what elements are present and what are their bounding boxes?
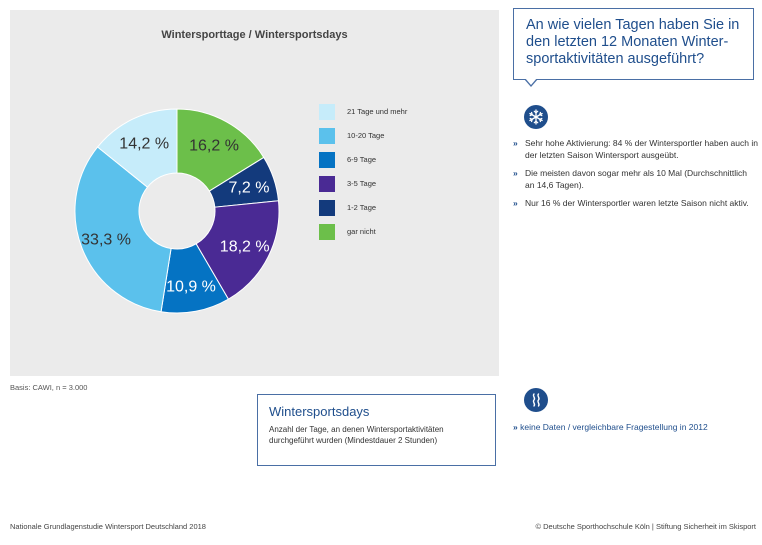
- bullet-text: Sehr hohe Aktivierung: 84 % der Wintersp…: [525, 138, 758, 160]
- legend-item: gar nicht: [319, 224, 479, 242]
- legend-label: 10-20 Tage: [347, 131, 385, 140]
- legend-label: 21 Tage und mehr: [347, 107, 408, 116]
- slice-value-label: 10,9 %: [166, 279, 216, 296]
- legend-swatch: [319, 176, 335, 192]
- footer-copyright: © Deutsche Sporthochschule Köln | Stiftu…: [535, 522, 757, 531]
- legend-swatch: [319, 224, 335, 240]
- bullet-item: » Nur 16 % der Wintersportler waren letz…: [513, 197, 758, 209]
- bullet-item: » Die meisten davon sogar mehr als 10 Ma…: [513, 167, 758, 191]
- legend-label: gar nicht: [347, 227, 376, 236]
- chart-panel: Wintersporttage / Wintersportsdays 16,2 …: [10, 10, 499, 376]
- legend-item: 6-9 Tage: [319, 152, 479, 170]
- slice-value-label: 7,2 %: [229, 180, 270, 197]
- bullet-marker: »: [513, 198, 518, 208]
- legend-item: 10-20 Tage: [319, 128, 479, 146]
- question-box: An wie vielen Tagen haben Sie in den let…: [513, 8, 754, 80]
- waves-icon: [524, 388, 548, 412]
- note-marker: »: [513, 422, 518, 432]
- definition-box: Wintersportsdays Anzahl der Tage, an den…: [257, 394, 496, 466]
- legend-swatch: [319, 152, 335, 168]
- bullet-item: » Sehr hohe Aktivierung: 84 % der Winter…: [513, 137, 758, 161]
- legend-item: 1-2 Tage: [319, 200, 479, 218]
- donut-chart: 16,2 % 7,2 % 18,2 % 10,9 % 33,3 % 14,2 %: [74, 108, 280, 314]
- slice-value-label: 16,2 %: [189, 138, 239, 155]
- snowflake-icon: [524, 105, 548, 129]
- bullet-text: Die meisten davon sogar mehr als 10 Mal …: [525, 168, 748, 190]
- legend-item: 3-5 Tage: [319, 176, 479, 194]
- definition-text: Anzahl der Tage, an denen Wintersportakt…: [269, 425, 444, 445]
- slice-21-tage-und-mehr: [96, 108, 178, 188]
- legend-swatch: [319, 200, 335, 216]
- question-text: An wie vielen Tagen haben Sie in den let…: [526, 17, 740, 67]
- bullet-marker: »: [513, 168, 518, 178]
- basis-note: Basis: CAWI, n = 3.000: [10, 383, 88, 392]
- slice-value-label: 33,3 %: [81, 231, 131, 248]
- legend-item: 21 Tage und mehr: [319, 104, 479, 122]
- bullet-text: Nur 16 % der Wintersportler waren letzte…: [525, 198, 749, 208]
- legend-swatch: [319, 128, 335, 144]
- definition-title: Wintersportsdays: [269, 404, 370, 419]
- legend-swatch: [319, 104, 335, 120]
- no-data-note: » keine Daten / vergleichbare Fragestell…: [513, 422, 708, 432]
- slice-value-label: 18,2 %: [220, 239, 270, 256]
- note-text: keine Daten / vergleichbare Fragestellun…: [520, 422, 708, 432]
- chart-title: Wintersporttage / Wintersportsdays: [161, 29, 348, 41]
- bullet-list: » Sehr hohe Aktivierung: 84 % der Winter…: [513, 137, 758, 215]
- footer-study-name: Nationale Grundlagenstudie Wintersport D…: [10, 522, 206, 531]
- question-pointer-inner: [525, 78, 537, 85]
- bullet-marker: »: [513, 138, 518, 148]
- slice-value-label: 14,2 %: [119, 135, 169, 152]
- legend-label: 3-5 Tage: [347, 179, 377, 188]
- slice-3-5-tage: [195, 200, 280, 300]
- legend-label: 6-9 Tage: [347, 155, 377, 164]
- slice-10-20-tage: [74, 146, 172, 313]
- legend-label: 1-2 Tage: [347, 203, 377, 212]
